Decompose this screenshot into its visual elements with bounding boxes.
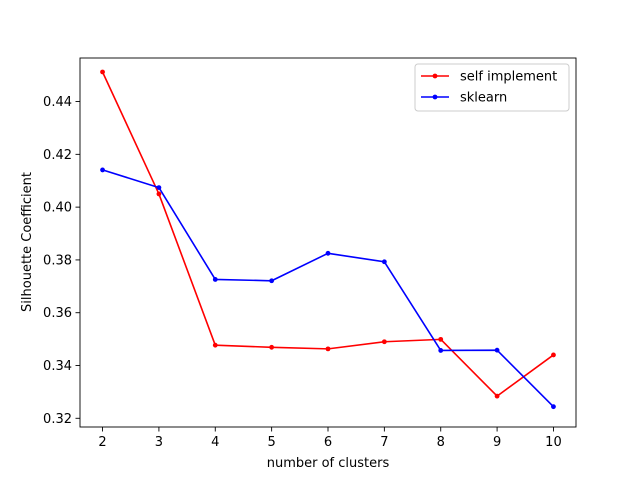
data-point-self-implement-6	[325, 346, 331, 352]
data-point-sklearn-9	[494, 347, 500, 353]
data-point-self-implement-10	[551, 352, 556, 358]
axes-layer: 2 3 4 5 6 7 8 9 10 0.32 0.34 0.36 0.38 0.40 0.42 0.44	[43, 57, 577, 450]
data-point-self-implement-9	[494, 393, 500, 399]
x-tick-label-7: 7	[380, 435, 388, 450]
x-tick-label-6: 6	[324, 435, 332, 450]
data-point-self-implement-4	[212, 342, 218, 348]
x-tick-label-2: 2	[98, 435, 106, 450]
data-point-sklearn-6	[325, 250, 331, 256]
legend-box	[414, 63, 570, 112]
y-tick-label-0.34: 0.34	[43, 359, 72, 374]
data-point-sklearn-4	[212, 277, 218, 282]
x-tick-label-10: 10	[545, 435, 562, 450]
legend-marker-sklearn	[432, 94, 438, 100]
data-point-self-implement-8	[438, 336, 444, 342]
x-tick-label-9: 9	[493, 435, 501, 450]
data-point-self-implement-7	[381, 339, 387, 345]
data-point-sklearn-3	[156, 185, 162, 190]
y-tick-label-0.36: 0.36	[43, 306, 72, 321]
x-tick-label-3: 3	[155, 435, 163, 450]
plot-area	[80, 58, 576, 427]
data-point-self-implement-3	[156, 191, 162, 197]
x-tick-label-5: 5	[267, 435, 275, 450]
legend-marker-self-implement	[432, 73, 438, 79]
y-tick-label-0.44: 0.44	[43, 95, 72, 110]
data-point-sklearn-7	[381, 259, 387, 265]
data-point-sklearn-5	[269, 278, 275, 284]
data-point-sklearn-2	[100, 167, 105, 173]
data-point-sklearn-8	[438, 348, 444, 353]
y-tick-label-0.32: 0.32	[43, 412, 72, 427]
x-tick-label-4: 4	[211, 435, 219, 450]
legend-label-self-implement: self implement	[460, 70, 557, 85]
y-tick-label-0.40: 0.40	[43, 201, 72, 216]
series-layer	[100, 69, 556, 410]
x-axis-label: number of clusters	[267, 456, 390, 471]
y-axis-label: Silhouette Coefficient	[20, 172, 35, 312]
data-point-self-implement-2	[100, 69, 105, 75]
legend-label-sklearn: sklearn	[460, 91, 507, 106]
data-point-self-implement-5	[269, 344, 275, 350]
y-tick-label-0.42: 0.42	[43, 148, 72, 163]
plot-background	[80, 58, 576, 427]
x-tick-label-8: 8	[437, 435, 445, 450]
y-tick-label-0.38: 0.38	[43, 253, 72, 268]
legend: self implement sklearn	[414, 63, 570, 112]
data-point-sklearn-10	[551, 404, 556, 410]
